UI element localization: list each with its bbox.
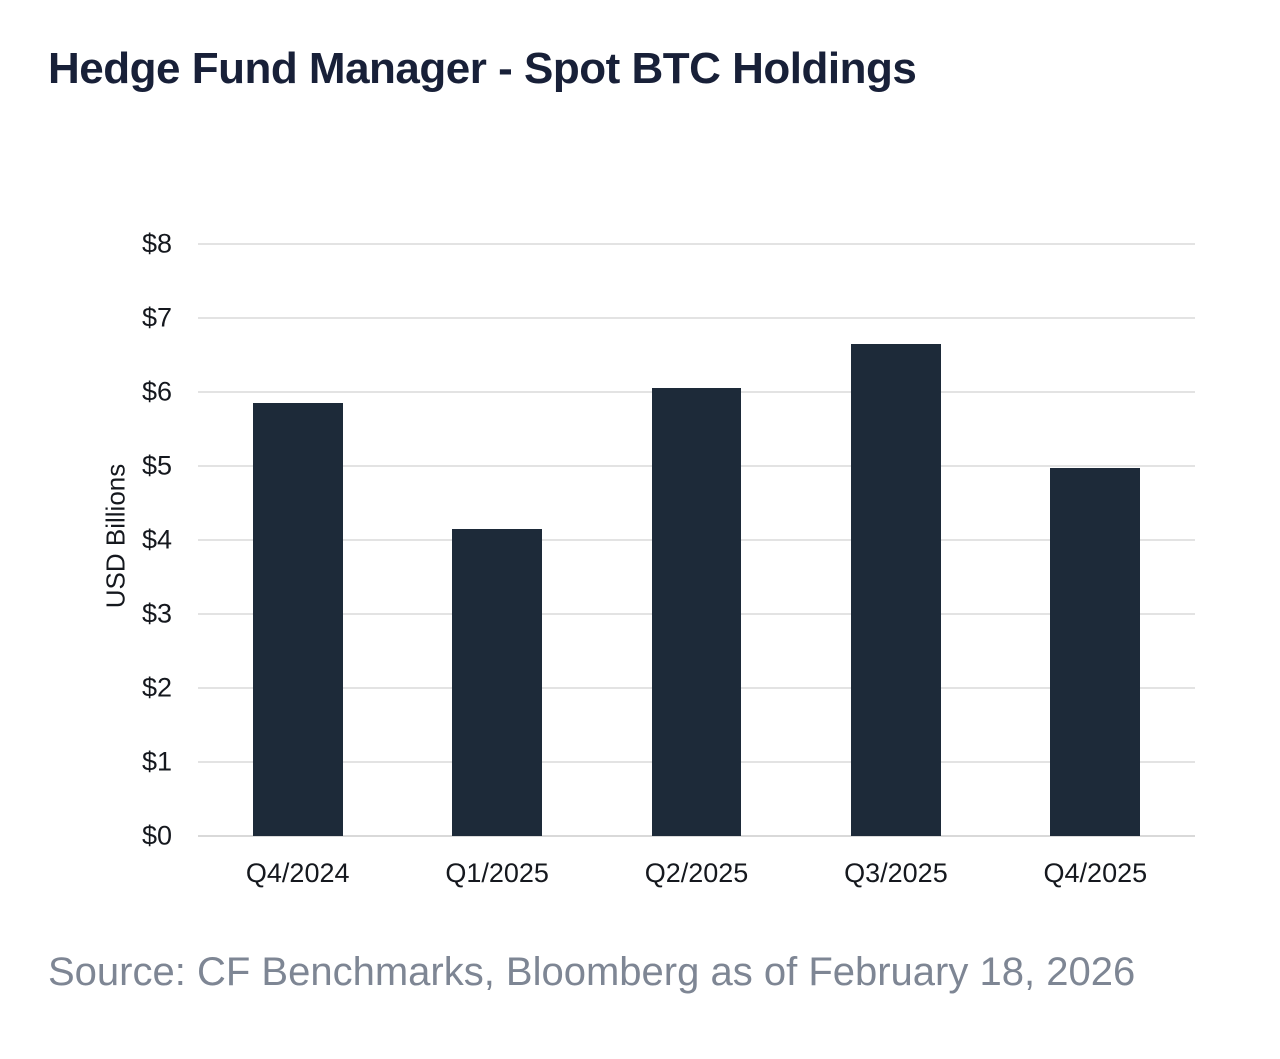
x-axis-ticks: Q4/2024 Q1/2025 Q2/2025 Q3/2025 Q4/2025	[198, 858, 1195, 889]
bar-q2-2025	[651, 388, 742, 836]
y-tick-label: $2	[141, 672, 172, 703]
plot-area	[198, 243, 1195, 837]
gridline	[198, 243, 1195, 245]
bar-slot	[996, 244, 1195, 836]
bar-slot	[198, 244, 397, 836]
x-tick-label: Q4/2025	[1043, 858, 1148, 888]
gridline	[198, 317, 1195, 319]
x-axis-baseline	[198, 835, 1195, 837]
chart-title: Hedge Fund Manager - Spot BTC Holdings	[48, 44, 917, 93]
y-axis-ticks: $0 $1 $2 $3 $4 $5 $6 $7 $8	[110, 229, 172, 851]
x-tick-label: Q2/2025	[644, 858, 749, 888]
bar-slot	[397, 244, 596, 836]
bar-slot	[796, 244, 995, 836]
x-tick-label: Q1/2025	[445, 858, 549, 888]
bar-slot	[597, 244, 796, 836]
y-tick-label: $5	[141, 450, 172, 481]
x-tick-label: Q4/2024	[245, 858, 350, 888]
y-tick-label: $6	[141, 376, 172, 407]
bar-q1-2025	[452, 528, 542, 836]
bars-layer	[198, 244, 1195, 836]
source-note: Source: CF Benchmarks, Bloomberg as of F…	[48, 950, 1136, 994]
x-tick-label: Q3/2025	[844, 858, 948, 888]
y-tick-label: $4	[141, 524, 172, 555]
y-tick-label: $8	[141, 228, 172, 259]
y-tick-label: $1	[141, 746, 172, 777]
y-tick-label: $7	[141, 302, 172, 333]
bar-q4-2024	[252, 403, 343, 836]
bar-q4-2025	[1050, 468, 1141, 836]
y-tick-label: $3	[141, 598, 172, 629]
y-tick-label: $0	[141, 820, 172, 851]
bar-q3-2025	[851, 343, 941, 836]
